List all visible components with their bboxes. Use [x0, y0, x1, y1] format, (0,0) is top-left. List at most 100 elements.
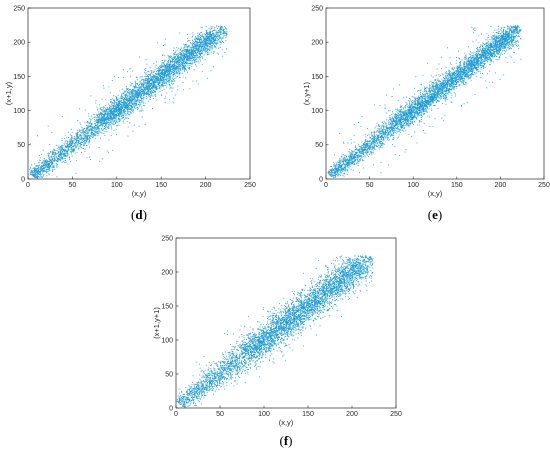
scatter-point [219, 41, 220, 42]
scatter-point [193, 60, 194, 61]
scatter-point [59, 148, 60, 149]
scatter-point [135, 86, 136, 87]
scatter-point [213, 35, 214, 36]
scatter-point [119, 100, 120, 101]
scatter-point [96, 129, 97, 130]
scatter-point [98, 111, 99, 112]
scatter-point [91, 132, 92, 133]
scatter-point [166, 75, 167, 76]
scatter-point [196, 41, 197, 42]
scatter-point [105, 118, 106, 119]
scatter-point [95, 135, 96, 136]
scatter-point [57, 158, 58, 159]
scatter-point [107, 109, 108, 110]
scatter-point [158, 86, 159, 87]
scatter-point [92, 131, 93, 132]
scatter-point [111, 127, 112, 128]
scatter-point [53, 163, 54, 164]
scatter-point [100, 118, 101, 119]
scatter-point [137, 109, 138, 110]
scatter-point [192, 58, 193, 59]
scatter-point [207, 38, 208, 39]
scatter-point [213, 37, 214, 38]
scatter-point [173, 50, 174, 51]
scatter-point [125, 95, 126, 96]
scatter-point [177, 72, 178, 73]
scatter-point [180, 59, 181, 60]
scatter-point [146, 72, 147, 73]
scatter-point [110, 114, 111, 115]
scatter-point [179, 59, 180, 60]
scatter-point [196, 43, 197, 44]
scatter-point [150, 93, 151, 94]
scatter-point [199, 45, 200, 46]
scatter-point [139, 94, 140, 95]
scatter-point [172, 60, 173, 61]
scatter-point [54, 159, 55, 160]
scatter-point [215, 43, 216, 44]
scatter-point [161, 70, 162, 71]
scatter-point [119, 103, 120, 104]
scatter-point [217, 34, 218, 35]
scatter-point [41, 167, 42, 168]
scatter-point [91, 116, 92, 117]
scatter-point [43, 163, 44, 164]
scatter-point [123, 99, 124, 100]
scatter-point [110, 112, 111, 113]
scatter-point [109, 107, 110, 108]
scatter-point [127, 107, 128, 108]
scatter-point [173, 83, 174, 84]
scatter-point [112, 102, 113, 103]
scatter-point [105, 111, 106, 112]
y-tick-label: 50 [17, 142, 25, 149]
scatter-point [65, 149, 66, 150]
scatter-point [113, 95, 114, 96]
scatter-point [181, 58, 182, 59]
scatter-point [194, 69, 195, 70]
scatter-point [168, 76, 169, 77]
scatter-point [112, 124, 113, 125]
scatter-point [201, 27, 202, 28]
scatter-point [70, 151, 71, 152]
scatter-point [155, 82, 156, 83]
scatter-point [114, 115, 115, 116]
scatter-point [199, 62, 200, 63]
scatter-point [120, 114, 121, 115]
scatter-point [85, 110, 86, 111]
scatter-point [77, 120, 78, 121]
scatter-point [215, 35, 216, 36]
scatter-point [74, 136, 75, 137]
scatter-point [184, 57, 185, 58]
scatter-point [209, 28, 210, 29]
scatter-point [67, 142, 68, 143]
scatter-point [109, 118, 110, 119]
scatter-point [36, 171, 37, 172]
scatter-point [150, 90, 151, 91]
scatter-point [226, 29, 227, 30]
scatter-point [137, 84, 138, 85]
scatter-point [80, 135, 81, 136]
scatter-point [178, 73, 179, 74]
scatter-point [30, 174, 31, 175]
scatter-point [218, 48, 219, 49]
scatter-point [208, 40, 209, 41]
scatter-point [223, 42, 224, 43]
scatter-point [58, 151, 59, 152]
scatter-point [61, 158, 62, 159]
scatter-point [91, 129, 92, 130]
scatter-point [100, 132, 101, 133]
scatter-point [209, 54, 210, 55]
scatter-point [219, 37, 220, 38]
scatter-point [96, 117, 97, 118]
scatter-point [57, 148, 58, 149]
scatter-point [62, 157, 63, 158]
scatter-point [135, 84, 136, 85]
scatter-point [39, 165, 40, 166]
scatter-point [55, 152, 56, 153]
scatter-point [149, 81, 150, 82]
scatter-point [141, 97, 142, 98]
scatter-point [109, 105, 110, 106]
y-tick-label: 150 [13, 74, 25, 81]
scatter-point [119, 91, 120, 92]
scatter-point [186, 47, 187, 48]
